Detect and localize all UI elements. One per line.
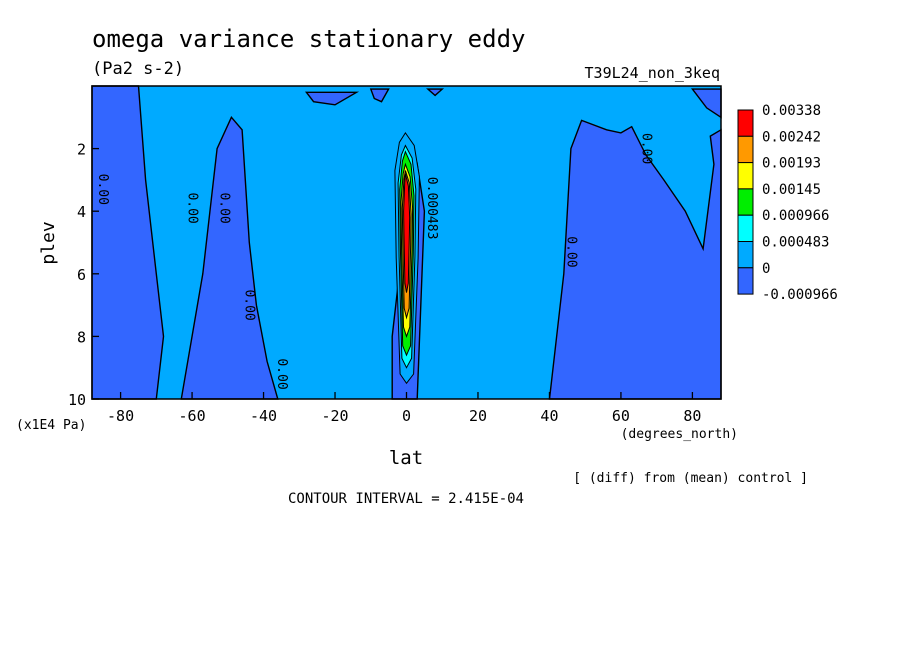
legend-swatch [737,267,754,295]
legend-label: 0.00338 [762,103,821,119]
y-axis-units: (x1E4 Pa) [16,418,86,433]
plume-contour-level [403,173,411,293]
x-tick-label: 0 [402,407,411,425]
legend-label: 0.00145 [762,182,821,198]
y-axis-label: plev [38,221,59,264]
legend-label: 0.000483 [762,235,829,251]
y-tick-label: 4 [77,203,86,221]
equatorial-plume [394,131,420,385]
x-tick-label: 20 [469,407,487,425]
x-axis-ticks: -80 -60 -40 -20 0 20 40 60 80 [107,392,701,425]
legend-swatch [737,214,754,242]
contour-label: 0.00 [242,289,257,320]
contour-label: 0.00 [274,358,289,389]
plot-area: 0.00 0.00 0.00 0.00 0.00 0.000483 0.00 0.00 [91,85,722,400]
legend-label: 0.00193 [762,156,821,172]
legend-swatch [737,109,754,137]
contour-interval: CONTOUR INTERVAL = 2.415E-04 [288,491,524,507]
legend-swatch [737,188,754,216]
chart-units: (Pa2 s-2) [92,59,184,79]
contour-label: 0.00 [563,236,578,267]
negative-contour-region [180,116,279,400]
y-tick-label: 8 [77,328,86,346]
contour-label: 0.00 [185,192,200,223]
run-label: T39L24_non_3keq [585,64,720,82]
x-tick-label: -20 [321,407,348,425]
x-tick-label: -40 [250,407,277,425]
contour-label: 0.000483 [424,177,439,240]
diff-note: [ (diff) from (mean) control ] [573,471,808,486]
contour-labels: 0.00 0.00 0.00 0.00 0.00 0.000483 0.00 0.00 [95,133,653,390]
negative-contour-region [548,119,722,400]
y-tick-label: 10 [68,391,86,409]
legend-label: 0.000966 [762,208,829,224]
legend-swatch [737,241,754,269]
x-tick-label: 60 [612,407,630,425]
legend-label: 0.00242 [762,129,821,145]
legend-swatch [737,162,754,190]
legend-swatch [737,135,754,164]
x-tick-label: 80 [683,407,701,425]
legend-label: 0 [762,261,770,277]
contour-label: 0.00 [217,192,232,223]
x-axis-label: lat [389,447,423,469]
negative-contour-region [369,88,390,103]
negative-contour-region [304,91,360,106]
color-legend: 0.00338 0.00242 0.00193 0.00145 0.000966 0.00… [737,103,838,303]
chart-title: omega variance stationary eddy [92,25,525,53]
y-axis-ticks: 2 4 6 8 10 [68,141,99,409]
contour-label: 0.00 [95,174,110,205]
x-axis-units: (degrees_north) [621,427,738,442]
contour-label: 0.00 [638,133,653,164]
legend-label: -0.000966 [762,287,838,303]
x-tick-label: -60 [179,407,206,425]
y-tick-label: 2 [77,141,86,159]
x-tick-label: 40 [540,407,558,425]
x-tick-label: -80 [107,407,134,425]
negative-contour-region [426,88,445,97]
y-tick-label: 6 [77,266,86,284]
